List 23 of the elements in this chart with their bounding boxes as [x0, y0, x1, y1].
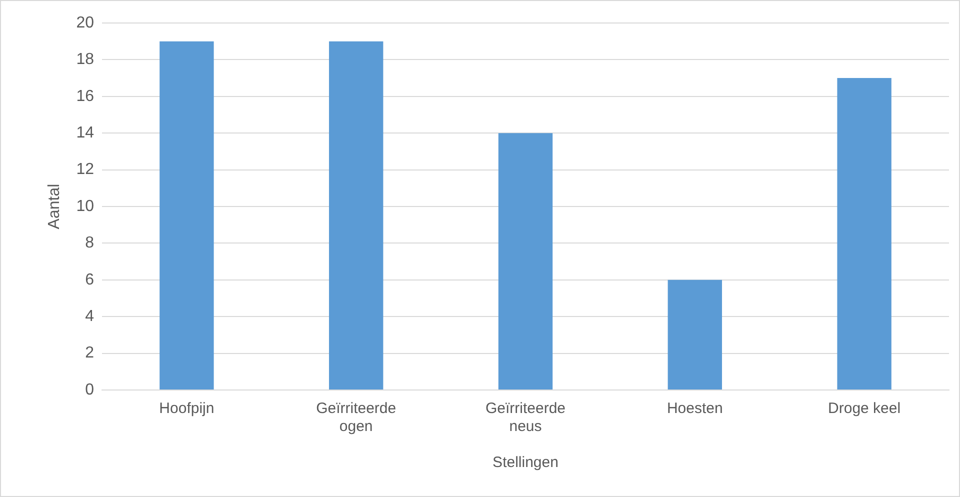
x-tick-label: Hoofpijn: [159, 400, 214, 418]
y-tick-label: 10: [76, 198, 94, 215]
y-tick-label: 4: [85, 308, 94, 326]
x-axis-title: Stellingen: [492, 454, 558, 472]
x-tick-label: Droge keel: [828, 400, 901, 418]
y-tick-label: 16: [76, 88, 94, 105]
x-tick-label: Geïrriteerde ogen: [316, 400, 396, 436]
y-tick-label: 14: [76, 124, 94, 142]
y-tick-label: 18: [76, 51, 94, 68]
bar: [668, 280, 722, 390]
y-tick-label: 12: [76, 161, 94, 178]
y-tick-label: 6: [85, 271, 94, 288]
bar: [837, 78, 892, 390]
bar: [498, 133, 553, 390]
y-axis-title: Aantal: [46, 184, 64, 230]
bar: [328, 41, 384, 390]
x-tick-label: Hoesten: [666, 400, 723, 418]
x-tick-label: Geïrriteerde neus: [485, 400, 566, 436]
bar: [160, 41, 214, 390]
y-tick-label: 0: [85, 381, 94, 398]
y-tick-label: 20: [76, 14, 94, 32]
y-tick-label: 8: [85, 234, 94, 252]
y-tick-label: 2: [85, 344, 94, 362]
